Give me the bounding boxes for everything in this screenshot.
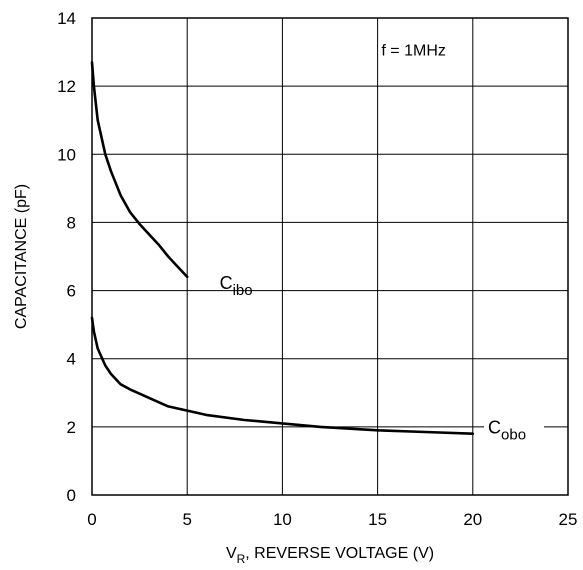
series-lines <box>90 60 475 436</box>
x-tick-label: 10 <box>273 510 292 529</box>
series-label-ibo: Cibo <box>220 273 253 299</box>
x-tick-label: 20 <box>463 510 482 529</box>
y-tick-label: 4 <box>67 350 76 369</box>
series-line-obo <box>90 316 475 436</box>
plot-frame <box>91 17 569 496</box>
series-label-obo: Cobo <box>488 418 526 444</box>
y-tick-label: 6 <box>67 282 76 301</box>
tick-labels: 0 5 10 15 20 25 0 2 4 6 8 10 12 14 <box>57 9 577 529</box>
series-label-bg <box>484 417 545 448</box>
y-tick-label: 12 <box>57 77 76 96</box>
x-tick-label: 0 <box>87 510 96 529</box>
y-tick-label: 14 <box>57 9 76 28</box>
x-tick-label: 25 <box>559 510 578 529</box>
x-tick-label: 5 <box>182 510 191 529</box>
frequency-annotation: f = 1MHz <box>381 42 445 59</box>
y-tick-label: 10 <box>57 145 76 164</box>
y-tick-label: 0 <box>67 486 76 505</box>
chart-labels: Cibo Cobo f = 1MHz VR, REVERSE VOLTAGE (V) C… <box>13 42 545 566</box>
y-tick-label: 8 <box>67 213 76 232</box>
x-axis-label: VR, REVERSE VOLTAGE (V) <box>226 545 434 566</box>
series-line-ibo <box>90 60 189 279</box>
y-axis-label: CAPACITANCE (pF) <box>13 184 30 329</box>
x-tick-label: 15 <box>368 510 387 529</box>
y-tick-label: 2 <box>67 418 76 437</box>
